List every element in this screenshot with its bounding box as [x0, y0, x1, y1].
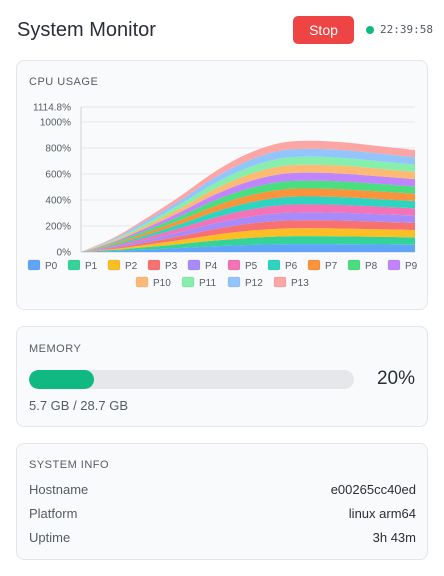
- info-key: Uptime: [29, 530, 71, 545]
- legend-swatch-p7: [307, 259, 321, 271]
- area-series-p3: [81, 220, 415, 252]
- info-row-uptime: Uptime 3h 43m: [29, 530, 416, 548]
- legend-label-p0: P0: [45, 261, 58, 272]
- legend-label-p1: P1: [85, 261, 98, 272]
- legend-swatch-p6: [267, 259, 281, 271]
- clock: 22:39:58: [380, 23, 433, 36]
- legend-swatch-p12: [227, 276, 241, 288]
- y-tick-label: 1000%: [40, 117, 71, 128]
- legend-swatch-p13: [273, 276, 287, 288]
- legend-label-p9: P9: [405, 261, 418, 272]
- area-series-p1: [81, 236, 415, 252]
- legend-swatch-p4: [187, 259, 201, 271]
- legend-label-p3: P3: [165, 261, 178, 272]
- area-series-p8: [81, 180, 415, 252]
- area-series-p11: [81, 156, 415, 252]
- system-info-card: SYSTEM INFO Hostname e00265cc40ed Platfo…: [16, 443, 428, 560]
- area-series-p13: [81, 140, 415, 252]
- y-tick-label: 1114.8%: [33, 103, 71, 114]
- memory-progress-bar: [29, 370, 354, 389]
- status-indicator-icon: [366, 26, 374, 34]
- legend-swatch-p10: [135, 276, 149, 288]
- app-header: System Monitor Stop 22:39:58: [17, 14, 433, 48]
- legend-swatch-p1: [67, 259, 81, 271]
- area-series-p7: [81, 188, 415, 252]
- legend-swatch-p2: [107, 259, 121, 271]
- info-row-platform: Platform linux arm64: [29, 506, 416, 524]
- memory-percent: 20%: [376, 368, 415, 389]
- memory-card: MEMORY 20% 5.7 GB / 28.7 GB: [16, 326, 428, 427]
- cpu-usage-card: CPU USAGE 0% 200% 400% 600% 800% 1000% 1114.8%…: [16, 60, 428, 310]
- stop-button[interactable]: Stop: [293, 16, 354, 44]
- memory-detail: 5.7 GB / 28.7 GB: [29, 398, 128, 413]
- cpu-usage-chart: 0% 200% 400% 600% 800% 1000% 1114.8% P0 P1 P2 P3 P4…: [27, 103, 418, 289]
- app-title: System Monitor: [17, 19, 156, 41]
- legend-swatch-p11: [181, 276, 195, 288]
- y-tick-label: 200%: [45, 221, 71, 232]
- info-value: 3h 43m: [372, 530, 416, 545]
- legend-label-p4: P4: [205, 261, 218, 272]
- info-key: Hostname: [29, 482, 89, 497]
- info-value: linux arm64: [348, 506, 416, 521]
- area-series-p4: [81, 212, 415, 252]
- info-row-hostname: Hostname e00265cc40ed: [29, 482, 416, 500]
- y-tick-label: 800%: [45, 143, 71, 154]
- area-series-p12: [81, 148, 415, 252]
- legend-label-p5: P5: [245, 261, 258, 272]
- y-tick-label: 400%: [45, 195, 71, 206]
- legend-swatch-p8: [347, 259, 361, 271]
- area-series-p5: [81, 204, 415, 252]
- legend-label-p12: P12: [245, 278, 263, 289]
- memory-card-title: MEMORY: [29, 343, 82, 355]
- info-key: Platform: [29, 506, 78, 521]
- memory-progress-fill: [29, 370, 94, 389]
- info-value: e00265cc40ed: [330, 482, 416, 497]
- area-series-p9: [81, 172, 415, 252]
- legend-swatch-p5: [227, 259, 241, 271]
- legend-label-p8: P8: [365, 261, 378, 272]
- area-series-p6: [81, 196, 415, 252]
- legend-label-p7: P7: [325, 261, 338, 272]
- legend-label-p13: P13: [291, 278, 309, 289]
- legend-label-p11: P11: [199, 278, 216, 289]
- legend-label-p10: P10: [153, 278, 171, 289]
- legend-swatch-p9: [387, 259, 401, 271]
- system-info-title: SYSTEM INFO: [29, 459, 110, 471]
- legend-swatch-p0: [27, 259, 41, 271]
- y-tick-label: 0%: [57, 248, 72, 259]
- y-tick-label: 600%: [45, 169, 71, 180]
- cpu-card-title: CPU USAGE: [29, 76, 99, 88]
- legend-label-p6: P6: [285, 261, 298, 272]
- area-series-p10: [81, 164, 415, 252]
- area-series-p2: [81, 228, 415, 252]
- legend-label-p2: P2: [125, 261, 138, 272]
- legend-swatch-p3: [147, 259, 161, 271]
- area-series-p0: [81, 244, 415, 252]
